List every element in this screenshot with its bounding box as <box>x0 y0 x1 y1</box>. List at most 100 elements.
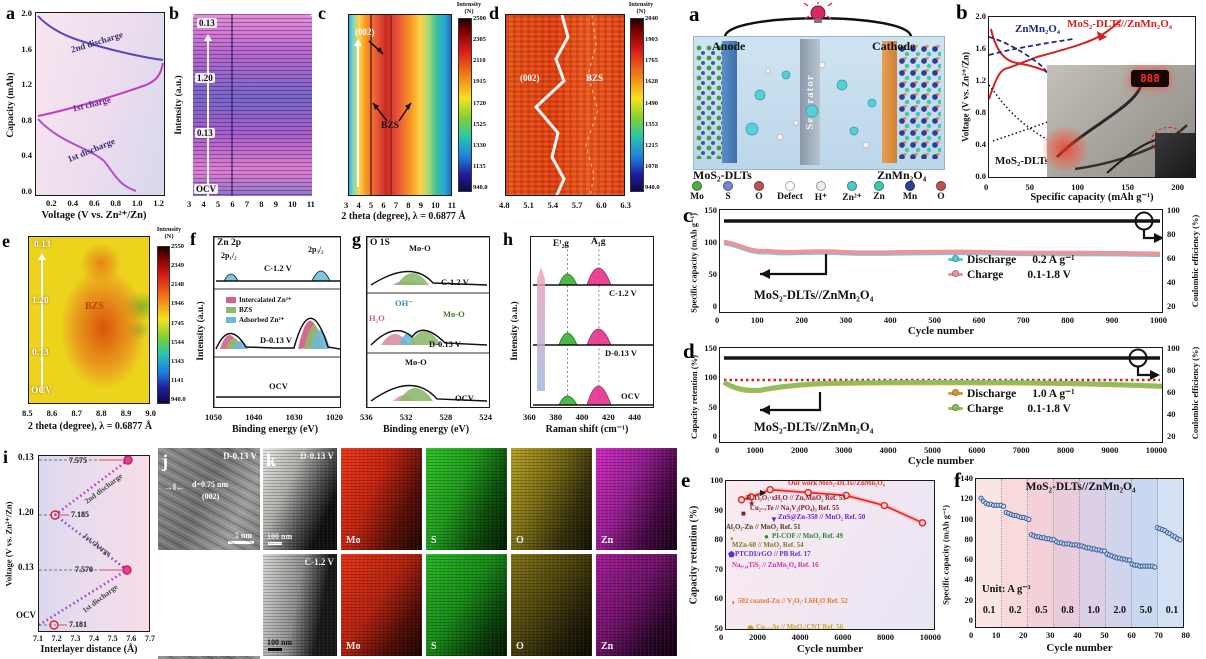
cell-label: MoS₂-DLTs//ZnMn₂O₄ <box>754 420 874 434</box>
rate-value: 1.0 <box>1087 605 1100 616</box>
y-ticks-left: 150 100 50 0 <box>704 343 717 441</box>
reference-marker-icon: ▶ <box>760 488 767 497</box>
reference-label: 502 coated-Zn // V₂O₅·1.6H₂O Ref. 52 <box>738 598 848 605</box>
separator-slab: Seperator <box>800 39 820 165</box>
cell-schematic: Seperator Anode Cathode <box>693 36 945 170</box>
x-ticks: 3 4 5 6 7 8 9 10 11 <box>187 199 315 209</box>
xps-zn2p-plot: Zn 2p 2p₁/₂ 2p₃/₂ C-1.2 V Intercalated Z… <box>213 236 341 408</box>
colorbar-ticks: 2040 1903 1765 1628 1490 1353 1215 1078 940.0 <box>645 15 660 191</box>
hrtem-image-discharged: D-0.13 V d=0.75 nm (002) →‖← 5 nm <box>158 448 260 550</box>
charge-marker-icon <box>948 270 963 277</box>
mode-e2g-label: E¹₂g <box>553 238 569 248</box>
panel-letter: c <box>318 3 326 23</box>
eds-map-mo: Mo <box>341 448 422 550</box>
x-ticks: 0 10 20 30 40 50 60 70 80 <box>969 630 1190 640</box>
cycling-plot-10: Discharge 1.0 A g⁻¹ Charge 0.1-1.8 V MoS… <box>719 347 1163 443</box>
colorbar-title: Intensity (N) <box>628 1 654 16</box>
stage-label: OCV <box>194 184 218 194</box>
xps-o1s-plot: O 1S Mo-O C-1.2 V H₂O OH⁻ Mo-O D-0.13 V … <box>366 236 490 408</box>
x-ticks: 0 2000 4000 6000 8000 10000 <box>719 632 941 642</box>
stage-label: D-0.13 V <box>223 451 257 461</box>
y-axis-label: Capacity (mAh) <box>6 72 16 138</box>
reference-label: PI-COF // MnO₂ Ref. 49 <box>772 533 843 540</box>
scale-bar <box>228 541 254 544</box>
eds-map-mo-2: Mo <box>341 554 422 656</box>
panel-left-f: f Intensity (a.u.) Zn 2p 2p₁/₂ 2p <box>190 226 354 443</box>
panel-letter: f <box>190 229 196 249</box>
bzs-arrows <box>372 102 412 122</box>
rate-value: 0.1 <box>1165 605 1179 616</box>
stage-d013: D-0.13 V <box>429 339 461 349</box>
y-ticks: 2.0 1.6 1.2 0.8 0.4 0.0 <box>975 11 986 181</box>
hrtem-image-charged: C-1.2 V d=0.71 nm (002) →‖← 5 nm <box>158 656 260 659</box>
peak-bzs-trace <box>389 15 392 195</box>
x-axis-label: Cycle number <box>907 455 975 467</box>
discharge-marker-icon <box>948 255 963 262</box>
panel-left-h: h Intensity (a.u.) E¹₂g A₁g C-1.2 V D-0.… <box>503 226 677 443</box>
peak-moo-mid: Mo-O <box>443 309 465 319</box>
stage-c12: C-1.2 V <box>609 288 637 298</box>
panel-right-f: f Specific capacity (mAh g⁻¹) 140 120 100 8… <box>930 470 1206 659</box>
x-axis-label: Specific capacity (mAh g⁻¹) <box>1030 192 1154 203</box>
x-axis-label: Binding energy (eV) <box>231 424 319 435</box>
cathode-material-label: ZnMn₂O₄ <box>877 168 927 182</box>
y-axis-label: Intensity (a.u.) <box>196 301 206 361</box>
reference-label: Cu₂₋ₓTe // Na₃V₂(PO₄)₃ Ref. 55 <box>750 505 839 512</box>
x-axis-label: Cycle number <box>907 325 975 337</box>
colorbar <box>458 18 472 192</box>
peak-trace <box>231 14 234 196</box>
bulb-rays-icon <box>803 2 833 20</box>
reference-marker-icon: ▼ <box>770 515 778 524</box>
xps-spectra <box>367 237 489 407</box>
eds-map-zn-2: Zn <box>596 554 677 656</box>
eds-map-s-2: S <box>426 554 507 656</box>
rate-plot: MoS₂-DLTs//ZnMn₂O₄ Unit: A g⁻¹ 0.1 0.2 0.5… <box>975 478 1184 628</box>
rate-value: 0.2 <box>1008 605 1022 616</box>
device-photo-inset: 888 <box>1043 65 1195 177</box>
eds-map-zn: Zn <box>596 448 677 550</box>
legend-item: BZS <box>226 305 292 315</box>
x-ticks: 3 4 5 6 7 8 9 10 11 <box>344 200 456 210</box>
stage-label: 0.13 <box>32 348 49 358</box>
peak-h2o: H₂O <box>369 313 385 323</box>
charge-marker-icon <box>948 404 963 411</box>
x-ticks: 8.5 8.6 8.7 8.8 8.9 9.0 <box>22 408 156 418</box>
mos2-layers-graphic <box>696 45 722 159</box>
peak-oh: OH⁻ <box>395 298 413 308</box>
stage-d013: D-0.13 V <box>605 348 637 358</box>
scan-direction-arrow <box>204 34 212 200</box>
x-ticks: 536 532 528 524 <box>360 412 492 422</box>
rate-label: 1.0 A g⁻¹ <box>1032 388 1075 400</box>
comparison-plot: Our work MoS₂-DLTs//ZnMn₂O₄ H₂Ti₃O₇·xH₂O … <box>725 480 935 630</box>
circuit-wire <box>723 2 913 38</box>
x-axis-label: Binding energy (eV) <box>382 424 470 435</box>
plot-area: 2nd discharge 1st charge 1st discharge <box>35 12 165 196</box>
panel-letter: b <box>169 3 180 23</box>
xrd-contour-plot-002: BZS <box>28 236 150 404</box>
discharge-charge-curves <box>37 15 164 192</box>
x-axis-label: Voltage (V vs. Zn²⁺/Zn) <box>41 210 147 221</box>
legend-item: Mo <box>685 181 709 203</box>
panel-letter: a <box>689 2 700 26</box>
x-ticks: 1050 1040 1030 1020 <box>205 412 343 422</box>
reference-label: PTCDI/rGO // PB Ref. 17 <box>735 551 811 558</box>
peak-shift-trace <box>533 15 599 195</box>
legend: Discharge 1.0 A g⁻¹ Charge 0.1-1.8 V <box>948 384 1075 415</box>
legend-item: S <box>716 181 740 203</box>
spectrum-title: O 1S <box>370 238 390 248</box>
stage-label: 1.20 <box>195 73 215 83</box>
panel-right-b: b Voltage (V vs. Zn²⁺/Zn) 2.0 1.6 1.2 0.8 0.… <box>956 2 1206 203</box>
y-axis-label: Specific capacity (mAh g⁻¹) <box>940 505 951 605</box>
panel-letter: f <box>954 468 961 492</box>
scale-label: 100 nm <box>267 638 293 647</box>
xps-spectra <box>214 237 340 407</box>
peak-2p32-label: 2p₃/₂ <box>308 245 324 254</box>
stem-image-discharged: D-0.13 V 100 nm <box>263 448 337 550</box>
x-ticks: 7.1 7.2 7.3 7.4 7.5 7.6 7.7 <box>33 634 155 643</box>
cell-label: MoS₂-DLTs//ZnMn₂O₄ <box>1025 481 1136 493</box>
peak-moo-bot: Mo-O <box>405 357 427 367</box>
panel-letter: k <box>266 450 277 470</box>
peak-002-label: (002) <box>355 27 375 37</box>
